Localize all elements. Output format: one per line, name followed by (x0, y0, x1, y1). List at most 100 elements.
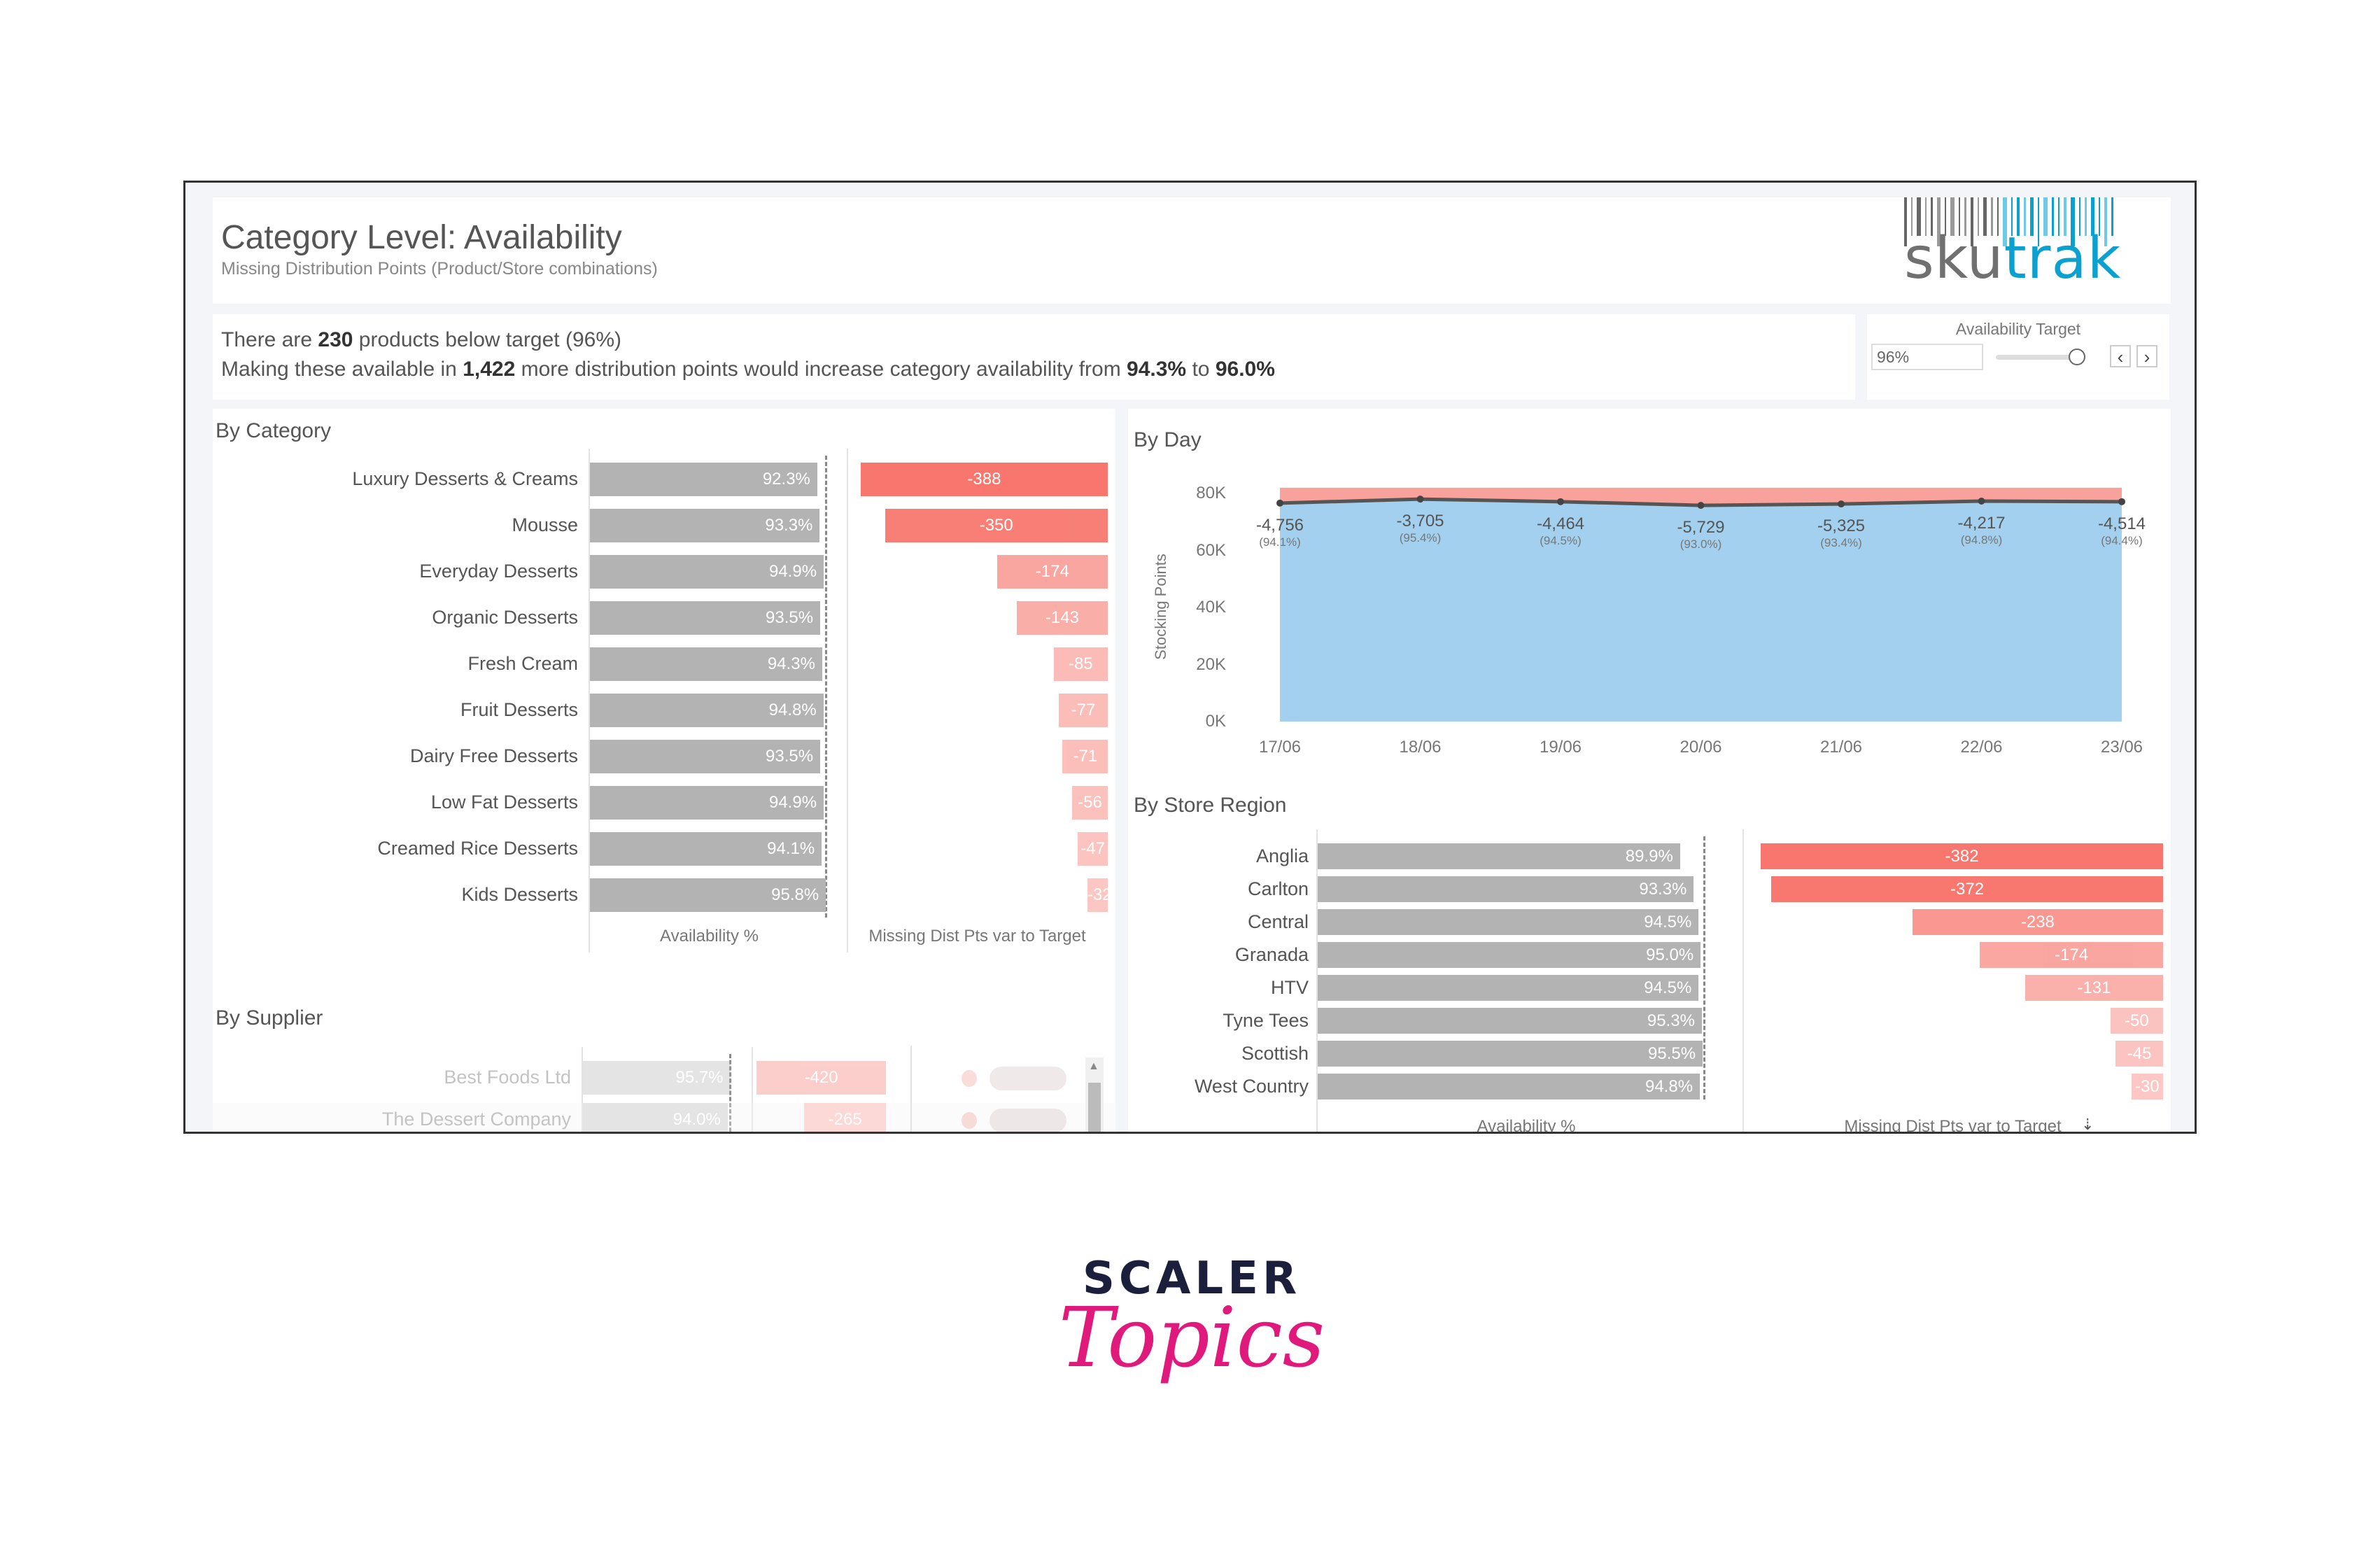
table-row[interactable]: Best Foods Ltd 95.7% -420 (213, 1061, 1115, 1095)
target-line (1703, 836, 1705, 1099)
availability-bar[interactable]: 93.5% (590, 740, 821, 773)
data-point (2118, 498, 2125, 505)
x-tick-label: 21/06 (1819, 738, 1863, 757)
next-button[interactable]: › (2136, 345, 2157, 367)
row-label: West Country (1194, 1075, 1309, 1097)
missing-bar[interactable]: -77 (1058, 694, 1108, 727)
table-row[interactable]: Granada 95.0% -174 (1128, 942, 2171, 968)
data-label-variance: -5,729 (1677, 518, 1725, 537)
row-label: Kids Desserts (461, 884, 578, 905)
missing-bar[interactable]: -30 (2131, 1074, 2163, 1099)
missing-value: -265 (828, 1110, 862, 1129)
missing-bar[interactable]: -45 (2115, 1041, 2163, 1067)
by-store-region-title: By Store Region (1134, 794, 1287, 817)
availability-bar[interactable]: 92.3% (590, 463, 817, 496)
summary-text: more distribution points would increase … (515, 358, 1127, 381)
table-row[interactable]: Everyday Desserts 94.9% -174 (213, 555, 1115, 589)
table-row[interactable]: Low Fat Desserts 94.9% -56 (213, 786, 1115, 820)
availability-bar[interactable]: 94.5% (1318, 975, 1699, 1001)
availability-bar[interactable]: 94.8% (1318, 1074, 1700, 1099)
target-line (824, 456, 827, 918)
availability-bar[interactable]: 95.0% (1318, 942, 1701, 968)
missing-value: -47 (1080, 839, 1105, 858)
availability-bar[interactable]: 95.5% (1318, 1041, 1703, 1067)
table-row[interactable]: Anglia 89.9% -382 (1128, 843, 2171, 869)
barcode-bar (1991, 197, 1993, 236)
missing-bar[interactable]: -71 (1062, 740, 1108, 773)
slider-knob[interactable] (2069, 349, 2085, 365)
table-row[interactable]: Dairy Free Desserts 93.5% -71 (213, 740, 1115, 773)
table-row[interactable]: Central 94.5% -238 (1128, 909, 2171, 935)
barcode-bar (2071, 197, 2075, 246)
scrollbar-thumb[interactable] (1088, 1083, 1101, 1132)
page-title: Category Level: Availability (221, 219, 622, 256)
availability-bar[interactable]: 93.5% (590, 601, 821, 635)
availability-bar[interactable]: 94.0% (583, 1103, 728, 1132)
availability-bar[interactable]: 95.3% (1318, 1008, 1702, 1034)
missing-bar[interactable]: -382 (1761, 843, 2163, 869)
missing-bar[interactable]: -420 (756, 1061, 886, 1095)
missing-bar[interactable]: -350 (885, 509, 1108, 542)
table-row[interactable]: Mousse 93.3% -350 (213, 509, 1115, 542)
missing-bar[interactable]: -388 (860, 463, 1108, 496)
availability-bar[interactable]: 95.8% (590, 878, 826, 912)
barcode-bar (1937, 197, 1941, 246)
missing-bar[interactable]: -50 (2110, 1008, 2163, 1034)
availability-target-input[interactable] (1871, 344, 1983, 370)
missing-bar[interactable]: -56 (1072, 786, 1108, 820)
missing-bar[interactable]: -131 (2025, 975, 2163, 1001)
missing-bar[interactable]: -174 (997, 555, 1108, 589)
table-row[interactable]: The Dessert Company 94.0% -265 (213, 1103, 1115, 1132)
missing-bar[interactable]: -47 (1078, 832, 1108, 866)
missing-bar[interactable]: -143 (1016, 601, 1108, 635)
table-row[interactable]: Luxury Desserts & Creams 92.3% -388 (213, 463, 1115, 496)
availability-bar[interactable]: 94.5% (1318, 909, 1699, 935)
missing-bar[interactable]: -174 (1980, 942, 2163, 968)
table-row[interactable]: Fresh Cream 94.3% -85 (213, 647, 1115, 681)
availability-bar[interactable]: 89.9% (1318, 843, 1680, 869)
missing-value: -50 (2125, 1011, 2149, 1030)
scrollbar[interactable]: ▲ (1085, 1057, 1104, 1132)
scroll-up-icon[interactable]: ▲ (1088, 1060, 1099, 1072)
availability-bar[interactable]: 93.3% (590, 509, 820, 542)
missing-value: -372 (1950, 879, 1985, 899)
table-row[interactable]: Carlton 93.3% -372 (1128, 876, 2171, 902)
data-label-percent: (94.8%) (1960, 533, 2003, 547)
availability-bar[interactable]: 93.3% (1318, 876, 1694, 902)
range-marker (990, 1067, 1066, 1090)
table-row[interactable]: Tyne Tees 95.3% -50 (1128, 1008, 2171, 1034)
sort-icon[interactable]: ⇣ (2081, 1116, 2094, 1133)
table-row[interactable]: Scottish 95.5% -45 (1128, 1041, 2171, 1067)
table-row[interactable]: Fruit Desserts 94.8% -77 (213, 694, 1115, 727)
availability-bar[interactable]: 94.1% (590, 832, 822, 866)
summary-text: Making these available in (221, 358, 463, 381)
availability-bar[interactable]: 94.8% (590, 694, 824, 727)
availability-value: 93.5% (766, 608, 814, 627)
data-label-variance: -4,756 (1255, 515, 1304, 535)
missing-bar[interactable]: -238 (1912, 909, 2163, 935)
availability-bar[interactable]: 94.9% (590, 786, 824, 820)
page-subtitle: Missing Distribution Points (Product/Sto… (221, 259, 658, 279)
availability-bar[interactable]: 95.7% (583, 1061, 731, 1095)
missing-bar[interactable]: -265 (804, 1103, 886, 1132)
availability-value: 94.5% (1644, 978, 1692, 997)
data-point (1557, 498, 1564, 505)
missing-bar[interactable]: -85 (1053, 647, 1108, 681)
table-row[interactable]: Creamed Rice Desserts 94.1% -47 (213, 832, 1115, 866)
right-panel: By Day By Store Region Anglia 89.9% -382 Ca… (1128, 409, 2171, 1133)
table-row[interactable]: West Country 94.8% -30 (1128, 1074, 2171, 1099)
table-row[interactable]: Kids Desserts 95.8% -32 (213, 878, 1115, 912)
missing-bar[interactable]: -32 (1087, 878, 1112, 912)
availability-bar[interactable]: 94.3% (590, 647, 822, 681)
axis-line (589, 449, 590, 953)
availability-target-label: Availability Target (1955, 320, 2081, 338)
missing-bar[interactable]: -372 (1771, 876, 2163, 902)
missing-value: -382 (1945, 846, 1979, 866)
availability-bar[interactable]: 94.9% (590, 555, 824, 589)
table-row[interactable]: Organic Desserts 93.5% -143 (213, 601, 1115, 635)
data-label-percent: (95.4%) (1399, 531, 1442, 545)
prev-button[interactable]: ‹ (2110, 345, 2131, 367)
availability-target-slider[interactable] (1996, 349, 2085, 365)
table-row[interactable]: HTV 94.5% -131 (1128, 975, 2171, 1001)
row-label: Low Fat Desserts (430, 792, 578, 813)
